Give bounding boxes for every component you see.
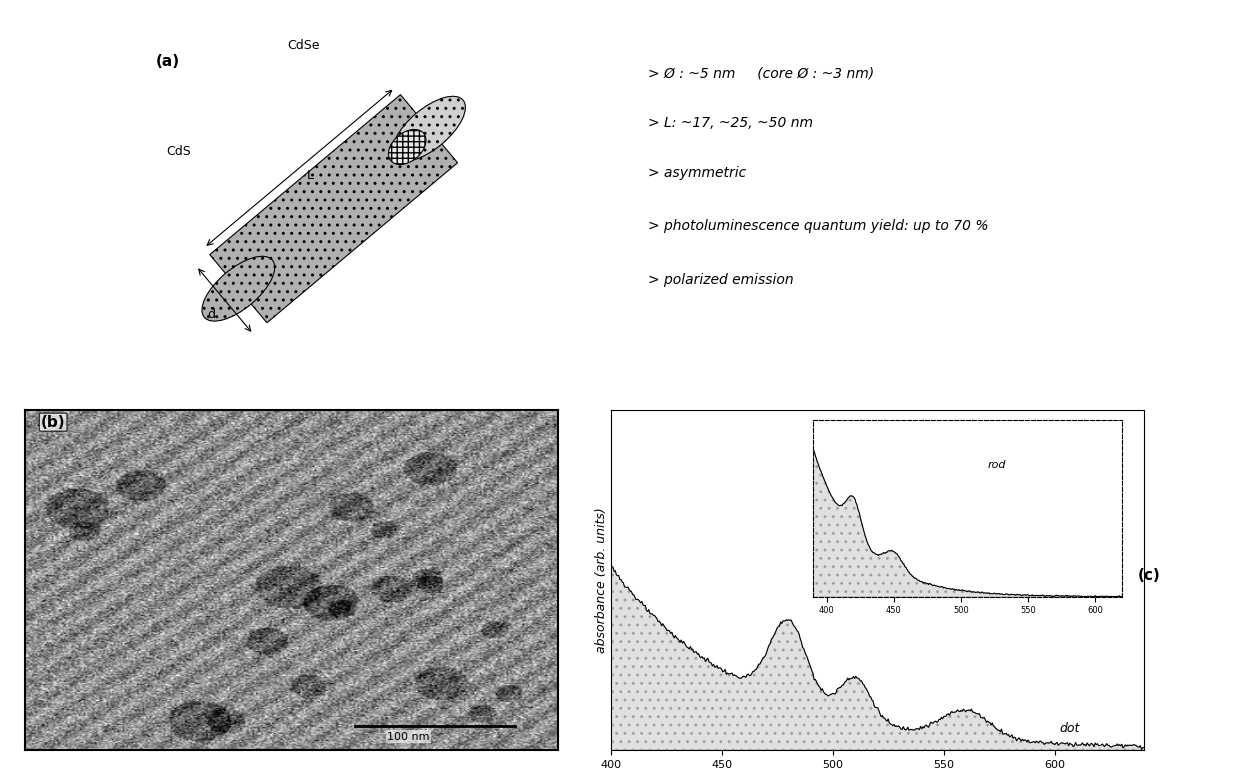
- Text: dot: dot: [1059, 722, 1080, 735]
- Y-axis label: absorbance (arb. units): absorbance (arb. units): [595, 507, 608, 652]
- Text: (c): (c): [1137, 567, 1160, 583]
- Ellipse shape: [389, 130, 426, 165]
- Text: 100 nm: 100 nm: [387, 731, 430, 741]
- Text: CdS: CdS: [167, 145, 191, 158]
- Text: > Ø : ~5 nm     (core Ø : ~3 nm): > Ø : ~5 nm (core Ø : ~3 nm): [648, 66, 874, 80]
- Ellipse shape: [393, 97, 465, 161]
- Text: > asymmetric: > asymmetric: [648, 166, 746, 180]
- Text: > photoluminescence quantum yield: up to 70 %: > photoluminescence quantum yield: up to…: [648, 220, 988, 233]
- Text: L: L: [307, 169, 313, 182]
- Polygon shape: [210, 94, 457, 323]
- Text: (a): (a): [155, 54, 180, 70]
- Text: CdSe: CdSe: [287, 39, 319, 52]
- Text: > L: ~17, ~25, ~50 nm: > L: ~17, ~25, ~50 nm: [648, 117, 813, 131]
- Text: (b): (b): [41, 414, 66, 430]
- Text: > polarized emission: > polarized emission: [648, 273, 793, 287]
- Text: d: d: [206, 308, 215, 321]
- Ellipse shape: [201, 257, 275, 321]
